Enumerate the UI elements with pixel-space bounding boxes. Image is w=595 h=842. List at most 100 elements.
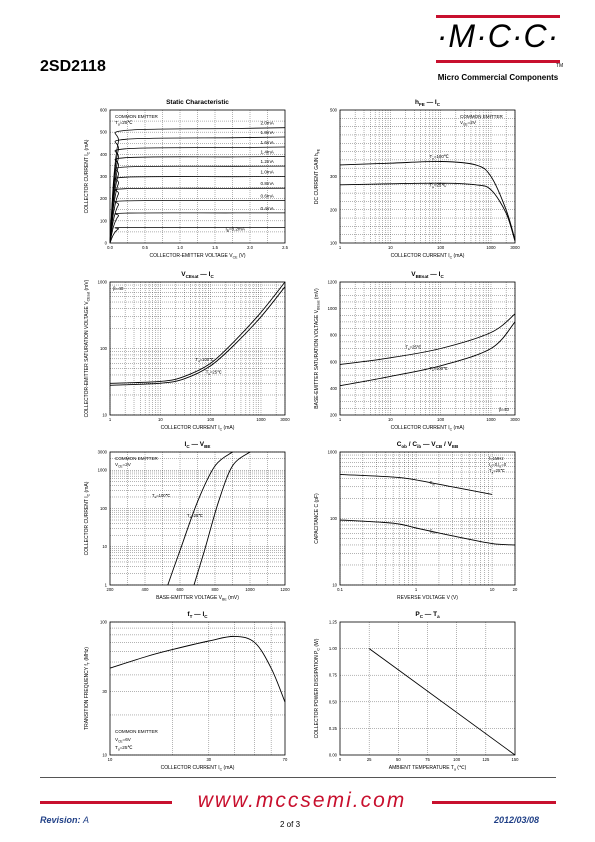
cap-ytick-1: 100 (330, 516, 338, 521)
cap-series-0 (339, 473, 493, 495)
static-series-label-4: 1.2mA (261, 159, 275, 164)
pc-ytick-5: 1.25 (329, 620, 338, 625)
icvbe-xtick-2: 600 (177, 587, 185, 592)
pc-ytick-0: 0.00 (329, 753, 338, 758)
logo-rule-top (436, 15, 560, 18)
icvbe-ytick-4: 3000 (98, 450, 108, 455)
pc-xtick-5: 125 (482, 757, 490, 762)
chart-hfe-ic: hFE​ — IC​ 1 10 100 1000 3000 100 200 300 500 COLL… (305, 95, 520, 265)
ft-xtick-0: 10 (108, 757, 113, 762)
static-series-label-1: 1.8mA (261, 130, 275, 135)
pc-ylabel: COLLECTOR POWER DISSIPATION PC (W) (314, 638, 321, 738)
ft-svg: fT​ — IC​ 10 30 70 10 30 100 COLLECTOR CURRENT … (84, 611, 288, 772)
icvbe-annotation-1: VCE​=2V (115, 462, 132, 468)
icvbe-xtick-0: 200 (107, 587, 115, 592)
cap-xtick-2: 10 (490, 587, 495, 592)
revision-label: Revision: (40, 815, 81, 825)
ft-xtick-1: 30 (206, 757, 211, 762)
hfe-xtick-0: 1 (339, 245, 342, 250)
ft-grid (110, 621, 285, 756)
static-series-6 (109, 187, 286, 244)
icvbe-annotation-3: Ta​=25℃ (187, 513, 203, 519)
icvbe-ytick-1: 10 (102, 544, 107, 549)
hfe-xtick-3: 1000 (486, 245, 496, 250)
hfe-annotation-3: Ta​=25℃ (429, 182, 446, 188)
revision-value: A (83, 815, 90, 825)
vcesat-annotation-1: Ta​=100℃ (196, 357, 215, 363)
vcesat-title: VCEsat​ — IC​ (181, 271, 214, 279)
icvbe-title: IC​ — VBE​ (185, 441, 211, 449)
pc-xtick-0: 0 (339, 757, 342, 762)
website-link[interactable]: www.mccsemi.com (197, 789, 407, 812)
vbesat-xlabel: COLLECTOR CURRENT IC (mA) (391, 425, 465, 432)
vbesat-xtick-0: 1 (339, 417, 342, 422)
cap-annotation-1: IC​=0,IE​=0 (489, 462, 507, 468)
chart-capacitance: Cob​ / Cib​ — VCB​ / VEB​ 0.1 1 10 20 10 100 10… (305, 437, 520, 607)
static-xtick-0: 0.0 (107, 245, 113, 250)
hfe-xlabel: COLLECTOR CURRENT IC (mA) (391, 253, 465, 260)
icvbe-xlabel: BASE-EMITTER VOLTAGE VBE (mV) (156, 595, 239, 602)
static-annotation-0: COMMON EMITTER (115, 114, 159, 119)
cap-ytick-2: 1000 (328, 450, 338, 455)
static-series-label-9: IB​=0.2mA (226, 226, 246, 232)
static-xtick-3: 1.5 (212, 245, 218, 250)
cap-xtick-0: 0.1 (337, 587, 343, 592)
icvbe-grid (110, 451, 285, 586)
static-series-label-0: 2.0mA (261, 121, 275, 126)
vcesat-xtick-1: 10 (158, 417, 163, 422)
pc-xtick-4: 100 (453, 757, 461, 762)
vcesat-xtick-0: 1 (109, 417, 112, 422)
vbesat-ylabel: BASE-EMITTER SATURATION VOLTAGE VBEsat (… (314, 288, 321, 409)
chart-vcesat-ic: VCEsat​ — IC​11010010003000101001000COLL… (80, 267, 295, 437)
ft-annotation-2: Ta​=25℃ (115, 745, 133, 751)
static-svg: Static Characteristic 0.0 0.5 1.0 1.5 2.0 2.5 0… (84, 99, 289, 260)
vbesat-series-0 (339, 313, 516, 365)
vbesat-series-1 (339, 321, 516, 387)
vbesat-xtick-3: 1000 (486, 417, 496, 422)
logo-rule-bottom (436, 60, 560, 63)
static-series-label-6: 0.8mA (261, 181, 275, 186)
static-xlabel: COLLECTOR-EMITTER VOLTAGE VCE (V) (149, 253, 245, 260)
vcesat-svg: VCEsat​ — IC​11010010003000101001000COLL… (84, 271, 290, 432)
vbesat-xtick-2: 100 (437, 417, 445, 422)
cap-series-1 (339, 519, 516, 546)
hfe-annotation-1: VCE​=2V (460, 120, 477, 126)
static-ytick-0: 0 (105, 241, 108, 246)
pc-series-0 (368, 648, 516, 756)
static-ylabel: COLLECTOR CURRENT IC (mA) (84, 139, 91, 213)
url-rule-right (432, 801, 556, 804)
icvbe-annotation-0: COMMON EMITTER (115, 456, 159, 461)
pc-ytick-2: 0.50 (329, 699, 338, 704)
static-ytick-6: 600 (100, 108, 108, 113)
vcesat-ylabel: COLLECTOR-EMITTER SATURATION VOLTAGE VCE… (84, 279, 91, 417)
static-series-1 (109, 136, 286, 244)
icvbe-series-1 (193, 451, 251, 586)
hfe-series-1 (339, 182, 516, 242)
trademark-mark: TM (556, 63, 564, 69)
pc-xtick-3: 75 (425, 757, 430, 762)
static-annotation-1: Ta​=25℃ (115, 120, 133, 126)
vcesat-series-1 (109, 286, 286, 386)
icvbe-ytick-3: 1000 (98, 468, 108, 473)
hfe-ytick-1: 200 (330, 207, 338, 212)
vbesat-ytick-5: 1200 (328, 280, 338, 285)
vcesat-xtick-4: 3000 (280, 417, 290, 422)
cap-svg: Cob​ / Cib​ — VCB​ / VEB​ 0.1 1 10 20 10 100 10… (314, 441, 518, 601)
static-series-label-5: 1.0mA (261, 170, 275, 175)
ft-ytick-2: 100 (100, 620, 108, 625)
static-ytick-5: 500 (100, 130, 108, 135)
company-logo: ·M·C·C· (436, 18, 560, 54)
hfe-grid (339, 110, 516, 243)
vcesat-ytick-0: 10 (102, 413, 107, 418)
static-series-3 (109, 156, 286, 244)
pc-svg: PC​ — Ta​ 0 25 50 75 100 125 150 0.00 0.25 0.50 0.7… (314, 611, 519, 772)
pc-xlabel: AMBIENT TEMPERATURE Ta (℃) (389, 765, 467, 772)
static-series-9 (109, 226, 285, 244)
icvbe-ytick-0: 1 (105, 583, 108, 588)
ft-series-0 (109, 635, 286, 703)
vcesat-series-0 (109, 281, 286, 384)
vcesat-annotation-0: β=40 (113, 286, 124, 291)
ft-annotation-1: VCE​=6V (115, 737, 132, 743)
vcesat-xtick-2: 100 (207, 417, 215, 422)
cap-ytick-0: 10 (332, 583, 337, 588)
